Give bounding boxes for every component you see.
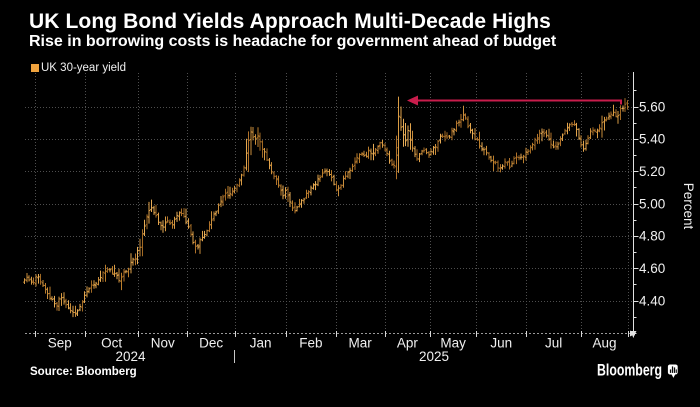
svg-text:4.60: 4.60 <box>639 261 665 276</box>
svg-text:Percent: Percent <box>681 183 696 230</box>
svg-text:Jul: Jul <box>545 336 562 351</box>
svg-text:Bloomberg: Bloomberg <box>597 362 662 380</box>
svg-text:2025: 2025 <box>419 349 449 364</box>
svg-text:5.00: 5.00 <box>639 196 665 211</box>
svg-text:May: May <box>440 336 466 351</box>
svg-text:Nov: Nov <box>151 336 175 351</box>
svg-text:Sep: Sep <box>48 336 72 351</box>
svg-text:Feb: Feb <box>299 336 322 351</box>
svg-text:2024: 2024 <box>115 349 146 364</box>
svg-text:Jan: Jan <box>250 336 272 351</box>
svg-text:Apr: Apr <box>397 336 419 351</box>
svg-text:5.60: 5.60 <box>639 99 665 114</box>
svg-text:Aug: Aug <box>592 336 616 351</box>
svg-text:4.40: 4.40 <box>639 293 665 308</box>
svg-text:5.40: 5.40 <box>639 132 665 147</box>
svg-text:Oct: Oct <box>101 336 122 351</box>
svg-text:Jun: Jun <box>490 336 512 351</box>
svg-text:Dec: Dec <box>199 336 223 351</box>
svg-text:4.80: 4.80 <box>639 229 665 244</box>
svg-text:Mar: Mar <box>348 336 372 351</box>
svg-text:5.20: 5.20 <box>639 164 665 179</box>
